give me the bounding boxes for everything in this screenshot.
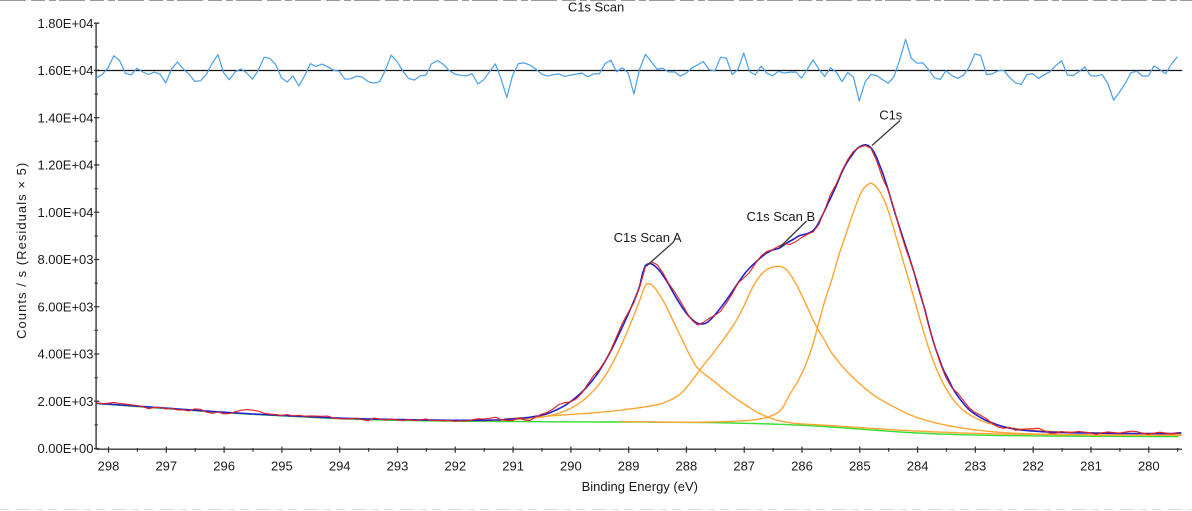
svg-text:280: 280 (1138, 459, 1160, 474)
svg-text:6.00E+03: 6.00E+03 (37, 299, 93, 314)
svg-text:293: 293 (387, 459, 409, 474)
svg-text:287: 287 (733, 459, 755, 474)
svg-text:8.00E+03: 8.00E+03 (37, 252, 93, 267)
svg-text:297: 297 (155, 459, 177, 474)
svg-text:289: 289 (618, 459, 640, 474)
svg-text:1.80E+04: 1.80E+04 (37, 16, 93, 31)
svg-text:295: 295 (271, 459, 293, 474)
svg-text:296: 296 (213, 459, 235, 474)
svg-text:Binding Energy (eV): Binding Energy (eV) (582, 479, 698, 494)
svg-text:4.00E+03: 4.00E+03 (37, 347, 93, 362)
svg-text:285: 285 (849, 459, 871, 474)
svg-text:1.40E+04: 1.40E+04 (37, 110, 93, 125)
svg-text:C1s Scan A: C1s Scan A (614, 230, 682, 245)
svg-text:292: 292 (444, 459, 466, 474)
svg-text:298: 298 (98, 459, 120, 474)
svg-text:286: 286 (791, 459, 813, 474)
svg-text:1.00E+04: 1.00E+04 (37, 205, 93, 220)
svg-text:291: 291 (502, 459, 524, 474)
svg-text:1.60E+04: 1.60E+04 (37, 63, 93, 78)
svg-text:294: 294 (329, 459, 351, 474)
svg-text:288: 288 (676, 459, 698, 474)
svg-text:1.20E+04: 1.20E+04 (37, 158, 93, 173)
svg-text:0.00E+00: 0.00E+00 (37, 441, 93, 456)
svg-text:C1s Scan: C1s Scan (568, 0, 624, 15)
svg-text:284: 284 (907, 459, 929, 474)
svg-text:290: 290 (560, 459, 582, 474)
svg-text:283: 283 (965, 459, 987, 474)
svg-text:282: 282 (1022, 459, 1044, 474)
svg-text:281: 281 (1080, 459, 1102, 474)
svg-text:C1s: C1s (879, 108, 903, 123)
svg-text:Counts / s (Residuals × 5): Counts / s (Residuals × 5) (14, 162, 29, 339)
svg-text:C1s Scan B: C1s Scan B (747, 209, 816, 224)
svg-text:2.00E+03: 2.00E+03 (37, 394, 93, 409)
